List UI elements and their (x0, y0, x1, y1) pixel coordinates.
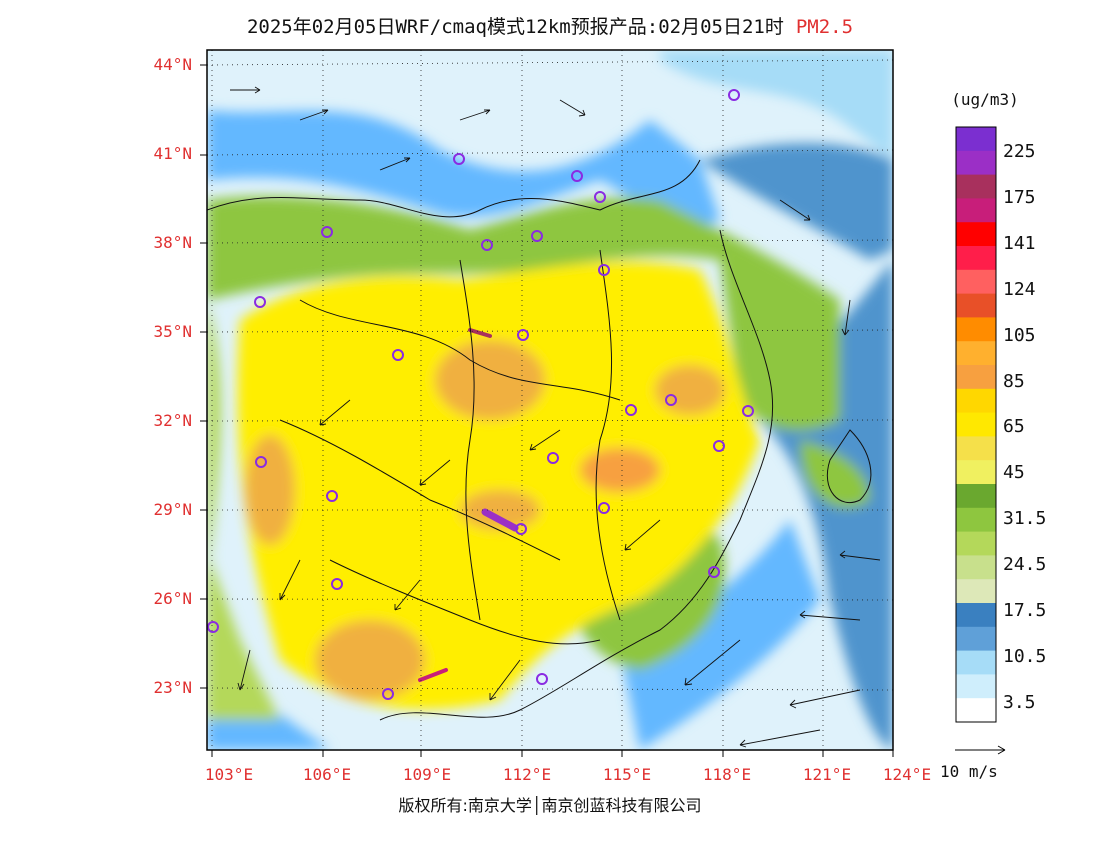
lat-label: 44°N (153, 55, 192, 74)
colorbar-swatch (956, 293, 996, 318)
map-frame (206, 49, 894, 751)
colorbar-swatch (956, 698, 996, 723)
lon-label: 103°E (204, 765, 254, 784)
lon-label: 124°E (882, 765, 932, 784)
colorbar-swatch (956, 460, 996, 485)
colorbar-swatch (956, 388, 996, 414)
colorbar-label: 10.5 (1003, 646, 1047, 667)
axis-ticks (200, 64, 894, 757)
colorbar-swatch (956, 412, 996, 437)
colorbar-frame (955, 126, 997, 723)
reference-wind-arrow (955, 745, 1006, 755)
lat-label: 23°N (153, 678, 192, 697)
wind-vectors (230, 86, 881, 748)
colorbar-swatch (956, 531, 996, 556)
lon-label: 115°E (602, 765, 652, 784)
colorbar-swatch (956, 365, 996, 390)
colorbar-swatch (956, 127, 996, 152)
graticule (206, 50, 894, 750)
copyright-footer: 版权所有:南京大学│南京创蓝科技有限公司 (398, 796, 702, 815)
lat-label: 32°N (153, 411, 192, 430)
title-variable: PM2.5 (795, 16, 854, 38)
colorbar-swatch (956, 317, 996, 342)
colorbar-label: 45 (1003, 462, 1025, 483)
colorbar-swatch (956, 650, 996, 675)
colorbar-swatch (956, 603, 996, 628)
colorbar-swatch (956, 484, 996, 509)
colorbar-label: 65 (1003, 416, 1025, 437)
chart-title: 2025年02月05日WRF/cmaq模式12km预报产品:02月05日21时 P… (0, 12, 1100, 39)
lat-label: 41°N (153, 144, 192, 163)
lon-label: 106°E (302, 765, 352, 784)
colorbar-label: 124 (1003, 279, 1036, 300)
colorbar-label: 24.5 (1003, 554, 1047, 575)
colorbar-swatch (956, 507, 996, 533)
lat-label: 29°N (153, 500, 192, 519)
title-main: 2025年02月05日WRF/cmaq模式12km预报产品:02月05日21时 (246, 16, 784, 38)
lon-label: 109°E (402, 765, 452, 784)
boundaries (207, 159, 872, 721)
colorbar-label: 85 (1003, 371, 1025, 392)
lon-label: 112°E (502, 765, 552, 784)
colorbar-swatch (956, 674, 996, 699)
colorbar-swatch (956, 198, 996, 223)
lat-label: 38°N (153, 233, 192, 252)
colorbar-label: 31.5 (1003, 508, 1047, 529)
colorbar-unit: (ug/m3) (951, 90, 1019, 109)
colorbar-swatch (956, 436, 996, 461)
colorbar-swatch (956, 174, 996, 199)
colorbar-swatch (956, 269, 996, 295)
lon-label: 121°E (802, 765, 852, 784)
colorbar-swatch (956, 150, 996, 176)
station-markers (207, 89, 754, 700)
colorbar-swatch (956, 246, 996, 271)
colorbar-label: 141 (1003, 233, 1036, 254)
colorbar-swatch (956, 222, 996, 247)
colorbar-swatch (956, 626, 996, 652)
colorbar-label: 3.5 (1003, 692, 1036, 713)
colorbar-swatch (956, 555, 996, 580)
colorbar-swatch (956, 341, 996, 366)
colorbar (955, 126, 997, 723)
pollution-field (207, 50, 893, 750)
wind-scale-label: 10 m/s (940, 762, 998, 781)
lat-label: 26°N (153, 589, 192, 608)
colorbar-label: 225 (1003, 141, 1036, 162)
colorbar-label: 17.5 (1003, 600, 1047, 621)
lon-label: 118°E (702, 765, 752, 784)
lat-label: 35°N (153, 322, 192, 341)
colorbar-label: 105 (1003, 325, 1036, 346)
colorbar-label: 175 (1003, 187, 1036, 208)
colorbar-swatch (956, 579, 996, 604)
